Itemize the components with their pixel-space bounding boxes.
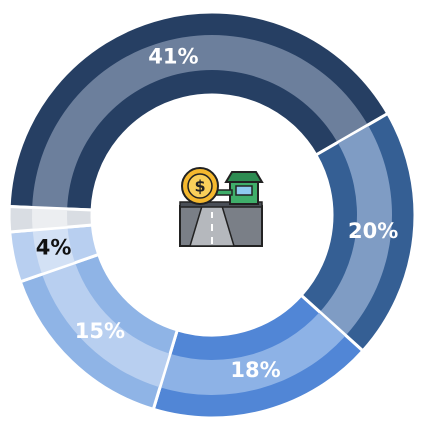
donut-segment-band <box>32 228 75 274</box>
svg-text:$: $ <box>194 177 205 196</box>
data-label: 4% <box>36 236 72 260</box>
donut-segment-band <box>31 208 68 229</box>
donut-segment-band <box>42 263 170 387</box>
data-label: 15% <box>75 319 125 343</box>
toll-road-icon: $ <box>179 167 264 247</box>
donut-segment-band <box>32 34 368 208</box>
data-label: 20% <box>348 219 398 243</box>
data-label: 18% <box>230 358 280 382</box>
data-label: 41% <box>148 45 198 69</box>
donut-segment-band <box>320 126 393 335</box>
donut-segment-band <box>161 312 345 395</box>
